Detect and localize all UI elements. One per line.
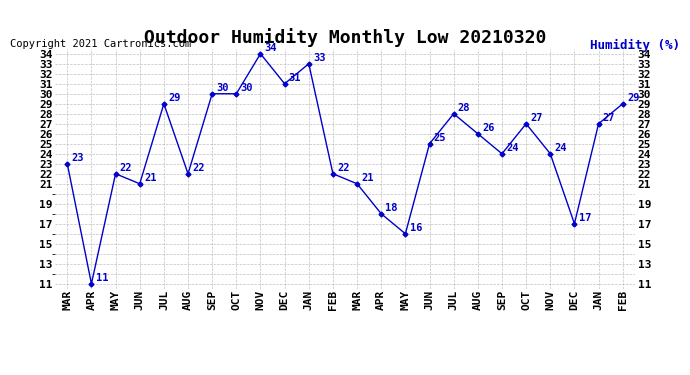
- Text: 16: 16: [410, 223, 422, 233]
- Text: 17: 17: [579, 213, 591, 223]
- Text: Copyright 2021 Cartronics.com: Copyright 2021 Cartronics.com: [10, 39, 192, 50]
- Text: 29: 29: [627, 93, 640, 103]
- Text: 34: 34: [265, 43, 277, 53]
- Text: 30: 30: [217, 83, 229, 93]
- Text: 11: 11: [96, 273, 108, 283]
- Text: 30: 30: [241, 83, 253, 93]
- Text: Humidity (%): Humidity (%): [590, 39, 680, 53]
- Text: 27: 27: [603, 113, 615, 123]
- Text: 21: 21: [144, 173, 157, 183]
- Text: 31: 31: [289, 73, 302, 83]
- Text: 18: 18: [386, 203, 398, 213]
- Text: 25: 25: [434, 133, 446, 143]
- Text: 29: 29: [168, 93, 181, 103]
- Text: 24: 24: [506, 143, 519, 153]
- Text: 33: 33: [313, 53, 326, 63]
- Text: 22: 22: [193, 163, 205, 173]
- Text: 24: 24: [555, 143, 567, 153]
- Text: 23: 23: [72, 153, 84, 163]
- Text: 26: 26: [482, 123, 495, 133]
- Text: 22: 22: [120, 163, 132, 173]
- Title: Outdoor Humidity Monthly Low 20210320: Outdoor Humidity Monthly Low 20210320: [144, 28, 546, 47]
- Text: 22: 22: [337, 163, 350, 173]
- Text: 21: 21: [362, 173, 374, 183]
- Text: 28: 28: [458, 103, 471, 113]
- Text: 27: 27: [531, 113, 543, 123]
